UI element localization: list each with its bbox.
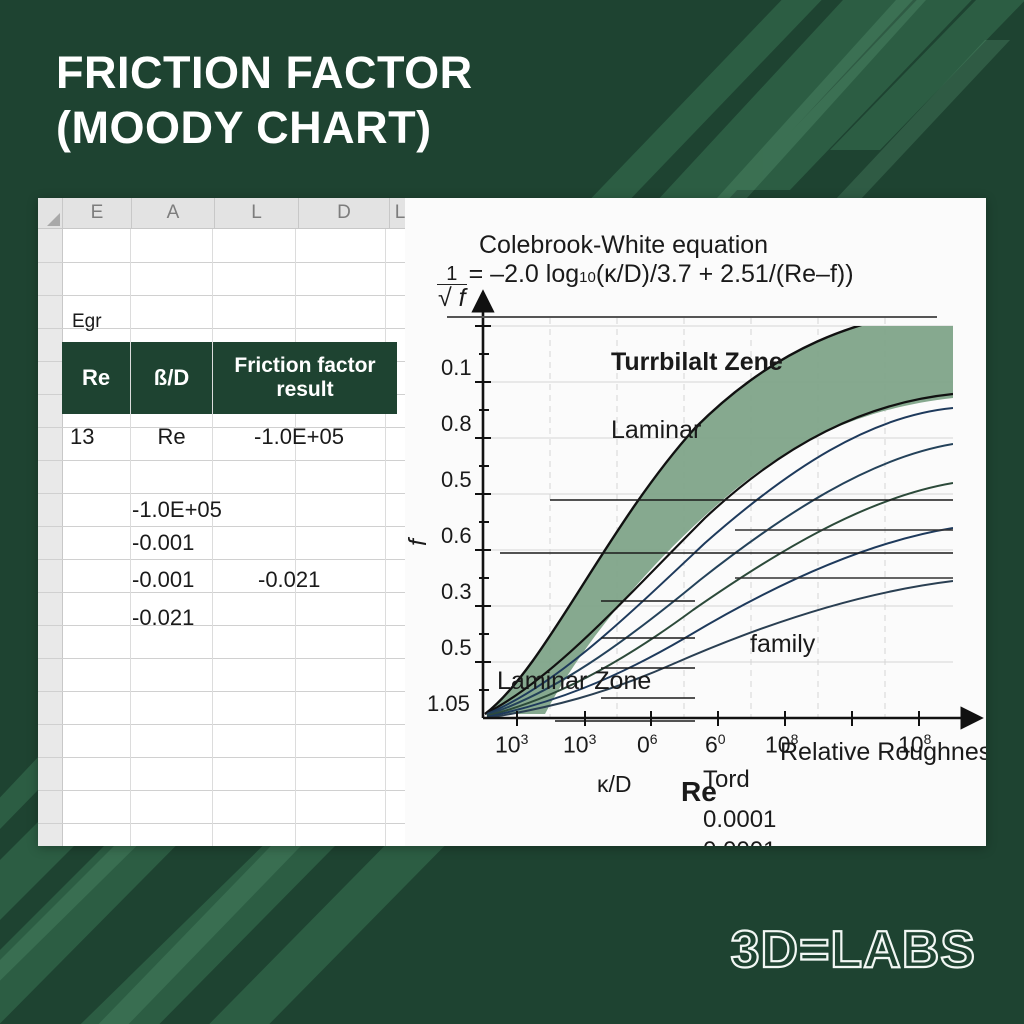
column-header-a[interactable]: A xyxy=(132,198,215,228)
equation-title: Colebrook-White equation xyxy=(479,231,769,259)
annotation-family: family xyxy=(750,630,816,658)
page-title-line-1: FRICTION FACTOR xyxy=(56,47,473,98)
table-header-re: Re xyxy=(62,342,130,414)
colebrook-equation: Colebrook-White equation 1 √ f = –2.0 lo… xyxy=(437,231,937,318)
equation-numerator: 1 xyxy=(446,262,458,285)
cell-row1-col2[interactable]: -1.0E+05 xyxy=(254,424,344,449)
xtick-2: 06 xyxy=(637,731,658,758)
ytick-0: 0.1 xyxy=(441,355,472,380)
cell-egr[interactable]: Egr xyxy=(72,311,102,332)
column-header-d[interactable]: D xyxy=(299,198,390,228)
annotation-epsilon-over-d: ĸ/D xyxy=(597,771,632,797)
cell-row3-col1[interactable]: -1.0E+05 xyxy=(132,496,222,522)
xtick-1: 103 xyxy=(563,731,597,758)
xtick-4: 108 xyxy=(765,731,799,758)
content-card: E A L D L xyxy=(38,198,986,846)
equation-underline xyxy=(447,316,937,318)
equation-subscript: 10 xyxy=(579,268,596,286)
curve-label-1: 0.0001 xyxy=(703,806,777,833)
table-header-roughness: ß/D xyxy=(131,342,212,414)
xtick-3: 60 xyxy=(705,731,726,758)
equation-tail: (ĸ/D)/3.7 + 2.51/(Re–f)) xyxy=(595,259,854,288)
column-header-l1[interactable]: L xyxy=(215,198,299,228)
moody-chart-svg xyxy=(471,289,984,730)
chart-title-turbulent-zone: Turrbilalt Zene xyxy=(611,348,783,376)
table-header-friction-factor: Friction factor result xyxy=(213,342,397,414)
equation-fraction: 1 √ f xyxy=(437,264,467,311)
y-axis-label: f xyxy=(403,539,432,546)
page-title-line-2: (MOODY CHART) xyxy=(56,101,432,153)
cell-row1-col1[interactable]: Re xyxy=(157,424,186,449)
spreadsheet-grid[interactable]: Egr Re ß/D Friction factor result 13 Re … xyxy=(38,229,405,846)
equation-denominator: √ f xyxy=(437,283,467,312)
equation-formula: 1 √ f = –2.0 log 10 (ĸ/D)/3.7 + 2.51/(Re… xyxy=(437,260,937,313)
ytick-1: 0.8 xyxy=(441,411,472,436)
x-axis-label: Re xyxy=(681,776,717,807)
column-header-row: E A L D L xyxy=(38,198,411,229)
ytick-5: 0.5 xyxy=(441,635,472,660)
equation-body: = –2.0 log xyxy=(468,259,580,288)
turbulent-band xyxy=(484,326,953,715)
curve-label-2: 0.0001 xyxy=(703,837,776,846)
curve-leader-lines xyxy=(500,499,953,722)
ytick-3: 0.6 xyxy=(441,523,472,548)
column-header-e[interactable]: E xyxy=(63,198,132,228)
cell-row4-col1[interactable]: -0.001 xyxy=(132,529,195,555)
roughness-curves xyxy=(486,407,953,718)
ytick-4: 0.3 xyxy=(441,579,472,604)
ytick-6: 1.05 xyxy=(427,691,470,716)
row-gutter xyxy=(38,229,63,846)
curve-label-0: Tord xyxy=(703,766,750,793)
cell-row5-col1[interactable]: -0.001 xyxy=(132,567,195,592)
select-all-corner[interactable] xyxy=(38,198,63,228)
chart-axes xyxy=(471,289,984,730)
cell-row1-col0[interactable]: 13 xyxy=(70,424,95,449)
page-title: FRICTION FACTOR (MOODY CHART) xyxy=(56,46,676,156)
xtick-0: 103 xyxy=(495,731,529,758)
annotation-laminar-zone: Laminar Zone xyxy=(497,667,652,695)
annotation-laminar: Laminar xyxy=(611,416,702,444)
legend-title-relative-roughness: Relative Roughness xyxy=(780,738,986,766)
cell-row5-col2[interactable]: -0.021 xyxy=(258,567,321,592)
brand-logo: 3D=LABS xyxy=(729,920,976,980)
moody-chart-panel: Colebrook-White equation 1 √ f = –2.0 lo… xyxy=(403,198,986,846)
spreadsheet[interactable]: E A L D L xyxy=(38,198,411,846)
cell-row6-col1[interactable]: -0.021 xyxy=(132,604,195,630)
legend-rules xyxy=(735,529,953,579)
ytick-2: 0.5 xyxy=(441,467,472,492)
xtick-5: 108 xyxy=(898,731,932,758)
